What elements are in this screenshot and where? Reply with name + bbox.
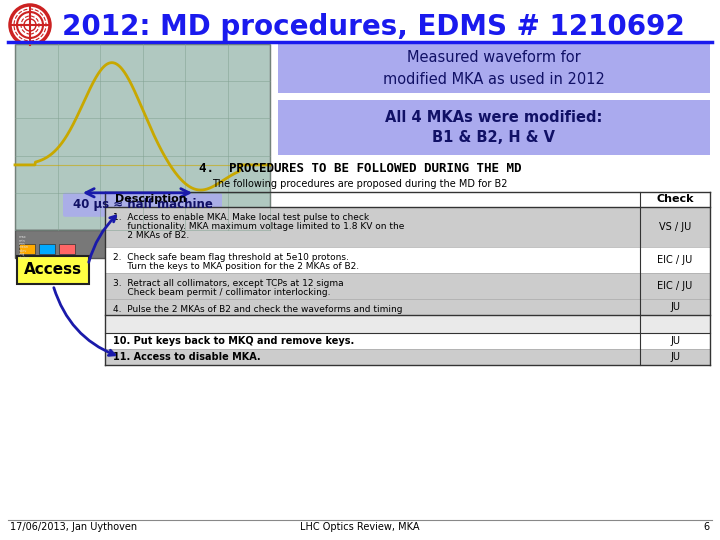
Text: 40 μs ≈ half machine: 40 μs ≈ half machine: [73, 198, 213, 211]
Text: 2.  Check safe beam flag threshold at 5e10 protons.: 2. Check safe beam flag threshold at 5e1…: [113, 253, 349, 262]
Text: JU: JU: [670, 352, 680, 362]
Text: 17/06/2013, Jan Uythoven: 17/06/2013, Jan Uythoven: [10, 522, 137, 532]
Bar: [105, 333, 710, 349]
Text: Check beam permit / collimator interlocking.: Check beam permit / collimator interlock…: [113, 288, 330, 297]
Text: 6: 6: [704, 522, 710, 532]
Bar: [278, 93, 710, 100]
Text: max: max: [19, 235, 27, 239]
Bar: [19, 244, 35, 254]
Text: 2 MKAs of B2.: 2 MKAs of B2.: [113, 231, 189, 240]
Text: 11. Access to disable MKA.: 11. Access to disable MKA.: [113, 352, 261, 362]
Text: JU: JU: [670, 302, 680, 312]
Text: min: min: [19, 239, 26, 242]
FancyBboxPatch shape: [63, 193, 222, 217]
Text: VS / JU: VS / JU: [659, 222, 691, 232]
Bar: [39, 244, 55, 254]
Bar: [59, 244, 75, 254]
Text: 4.  PROCEDURES TO BE FOLLOWED DURING THE MD: 4. PROCEDURES TO BE FOLLOWED DURING THE …: [199, 163, 521, 176]
Bar: [105, 349, 710, 365]
Text: Description: Description: [115, 194, 186, 205]
Text: mean: mean: [19, 246, 29, 249]
Bar: [105, 273, 710, 299]
FancyBboxPatch shape: [278, 44, 710, 93]
Bar: [105, 247, 710, 273]
Text: EIC / JU: EIC / JU: [657, 281, 693, 291]
Text: 1.  Access to enable MKA. Make local test pulse to check: 1. Access to enable MKA. Make local test…: [113, 213, 369, 222]
Text: 10. Put keys back to MKQ and remove keys.: 10. Put keys back to MKQ and remove keys…: [113, 336, 354, 346]
Text: The following procedures are proposed during the MD for B2: The following procedures are proposed du…: [212, 179, 508, 189]
Text: EIC / JU: EIC / JU: [657, 255, 693, 265]
Text: JU: JU: [670, 336, 680, 346]
Bar: [105, 315, 710, 333]
Bar: [105, 299, 710, 315]
Text: LHC Optics Review, MKA: LHC Optics Review, MKA: [300, 522, 420, 532]
FancyBboxPatch shape: [278, 100, 710, 155]
Text: rms: rms: [19, 242, 26, 246]
Text: functionality. MKA maximum voltage limited to 1.8 KV on the: functionality. MKA maximum voltage limit…: [113, 222, 405, 231]
Text: Check: Check: [656, 194, 694, 205]
Text: All 4 MKAs were modified:
B1 & B2, H & V: All 4 MKAs were modified: B1 & B2, H & V: [385, 110, 603, 145]
Text: trig: trig: [19, 253, 25, 256]
Text: 2012: MD procedures, EDMS # 1210692: 2012: MD procedures, EDMS # 1210692: [62, 13, 685, 41]
Text: sdev: sdev: [19, 249, 27, 253]
Bar: [195, 232, 265, 256]
Text: status: status: [19, 256, 30, 260]
FancyBboxPatch shape: [17, 256, 89, 284]
Text: Turn the keys to MKA position for the 2 MKAs of B2.: Turn the keys to MKA position for the 2 …: [113, 262, 359, 271]
Bar: [15, 44, 270, 230]
Text: 4.  Pulse the 2 MKAs of B2 and check the waveforms and timing: 4. Pulse the 2 MKAs of B2 and check the …: [113, 305, 402, 314]
Bar: [15, 230, 270, 258]
Text: 3.  Retract all collimators, except TCPs at 12 sigma: 3. Retract all collimators, except TCPs …: [113, 279, 343, 288]
Bar: [105, 207, 710, 247]
Text: Measured waveform for
modified MKA as used in 2012: Measured waveform for modified MKA as us…: [383, 51, 605, 86]
Text: Access: Access: [24, 262, 82, 278]
